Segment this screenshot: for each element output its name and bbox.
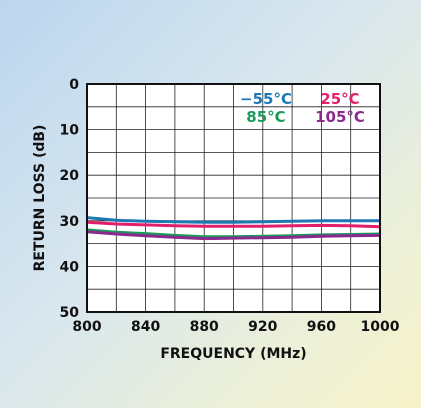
x-tick-label: 960 (307, 319, 336, 335)
y-tick-label: 20 (60, 168, 80, 184)
legend-label-0: −55°C (240, 90, 292, 108)
series-line-0 (86, 216, 380, 224)
legend-label-3: 105°C (315, 108, 365, 126)
y-tick-label: 40 (60, 259, 80, 275)
x-tick-labels: 800 840 880 920 960 1000 (72, 319, 399, 335)
series-layer (86, 216, 381, 241)
x-tick-label: 880 (190, 319, 219, 335)
y-tick-label: 50 (60, 305, 80, 321)
y-tick-label: 0 (69, 77, 79, 93)
grid (86, 83, 381, 313)
y-tick-labels: 0 10 20 30 40 50 (60, 77, 80, 321)
y-tick-label: 30 (60, 214, 80, 230)
x-axis-title: FREQUENCY (MHz) (160, 346, 306, 362)
y-tick-label: 10 (60, 123, 80, 139)
y-axis-title: RETURN LOSS (dB) (32, 125, 48, 272)
x-tick-label: 920 (248, 319, 277, 335)
legend-label-2: 85°C (246, 108, 285, 126)
legend-label-1: 25°C (320, 90, 359, 108)
plot-frame (86, 83, 381, 313)
x-tick-label: 840 (131, 319, 160, 335)
series-line-1 (86, 220, 381, 229)
x-tick-label: 800 (72, 319, 101, 335)
x-tick-label: 1000 (361, 319, 400, 335)
legend: −55°C 25°C 85°C 105°C (240, 90, 365, 126)
series-line-3 (86, 230, 381, 241)
